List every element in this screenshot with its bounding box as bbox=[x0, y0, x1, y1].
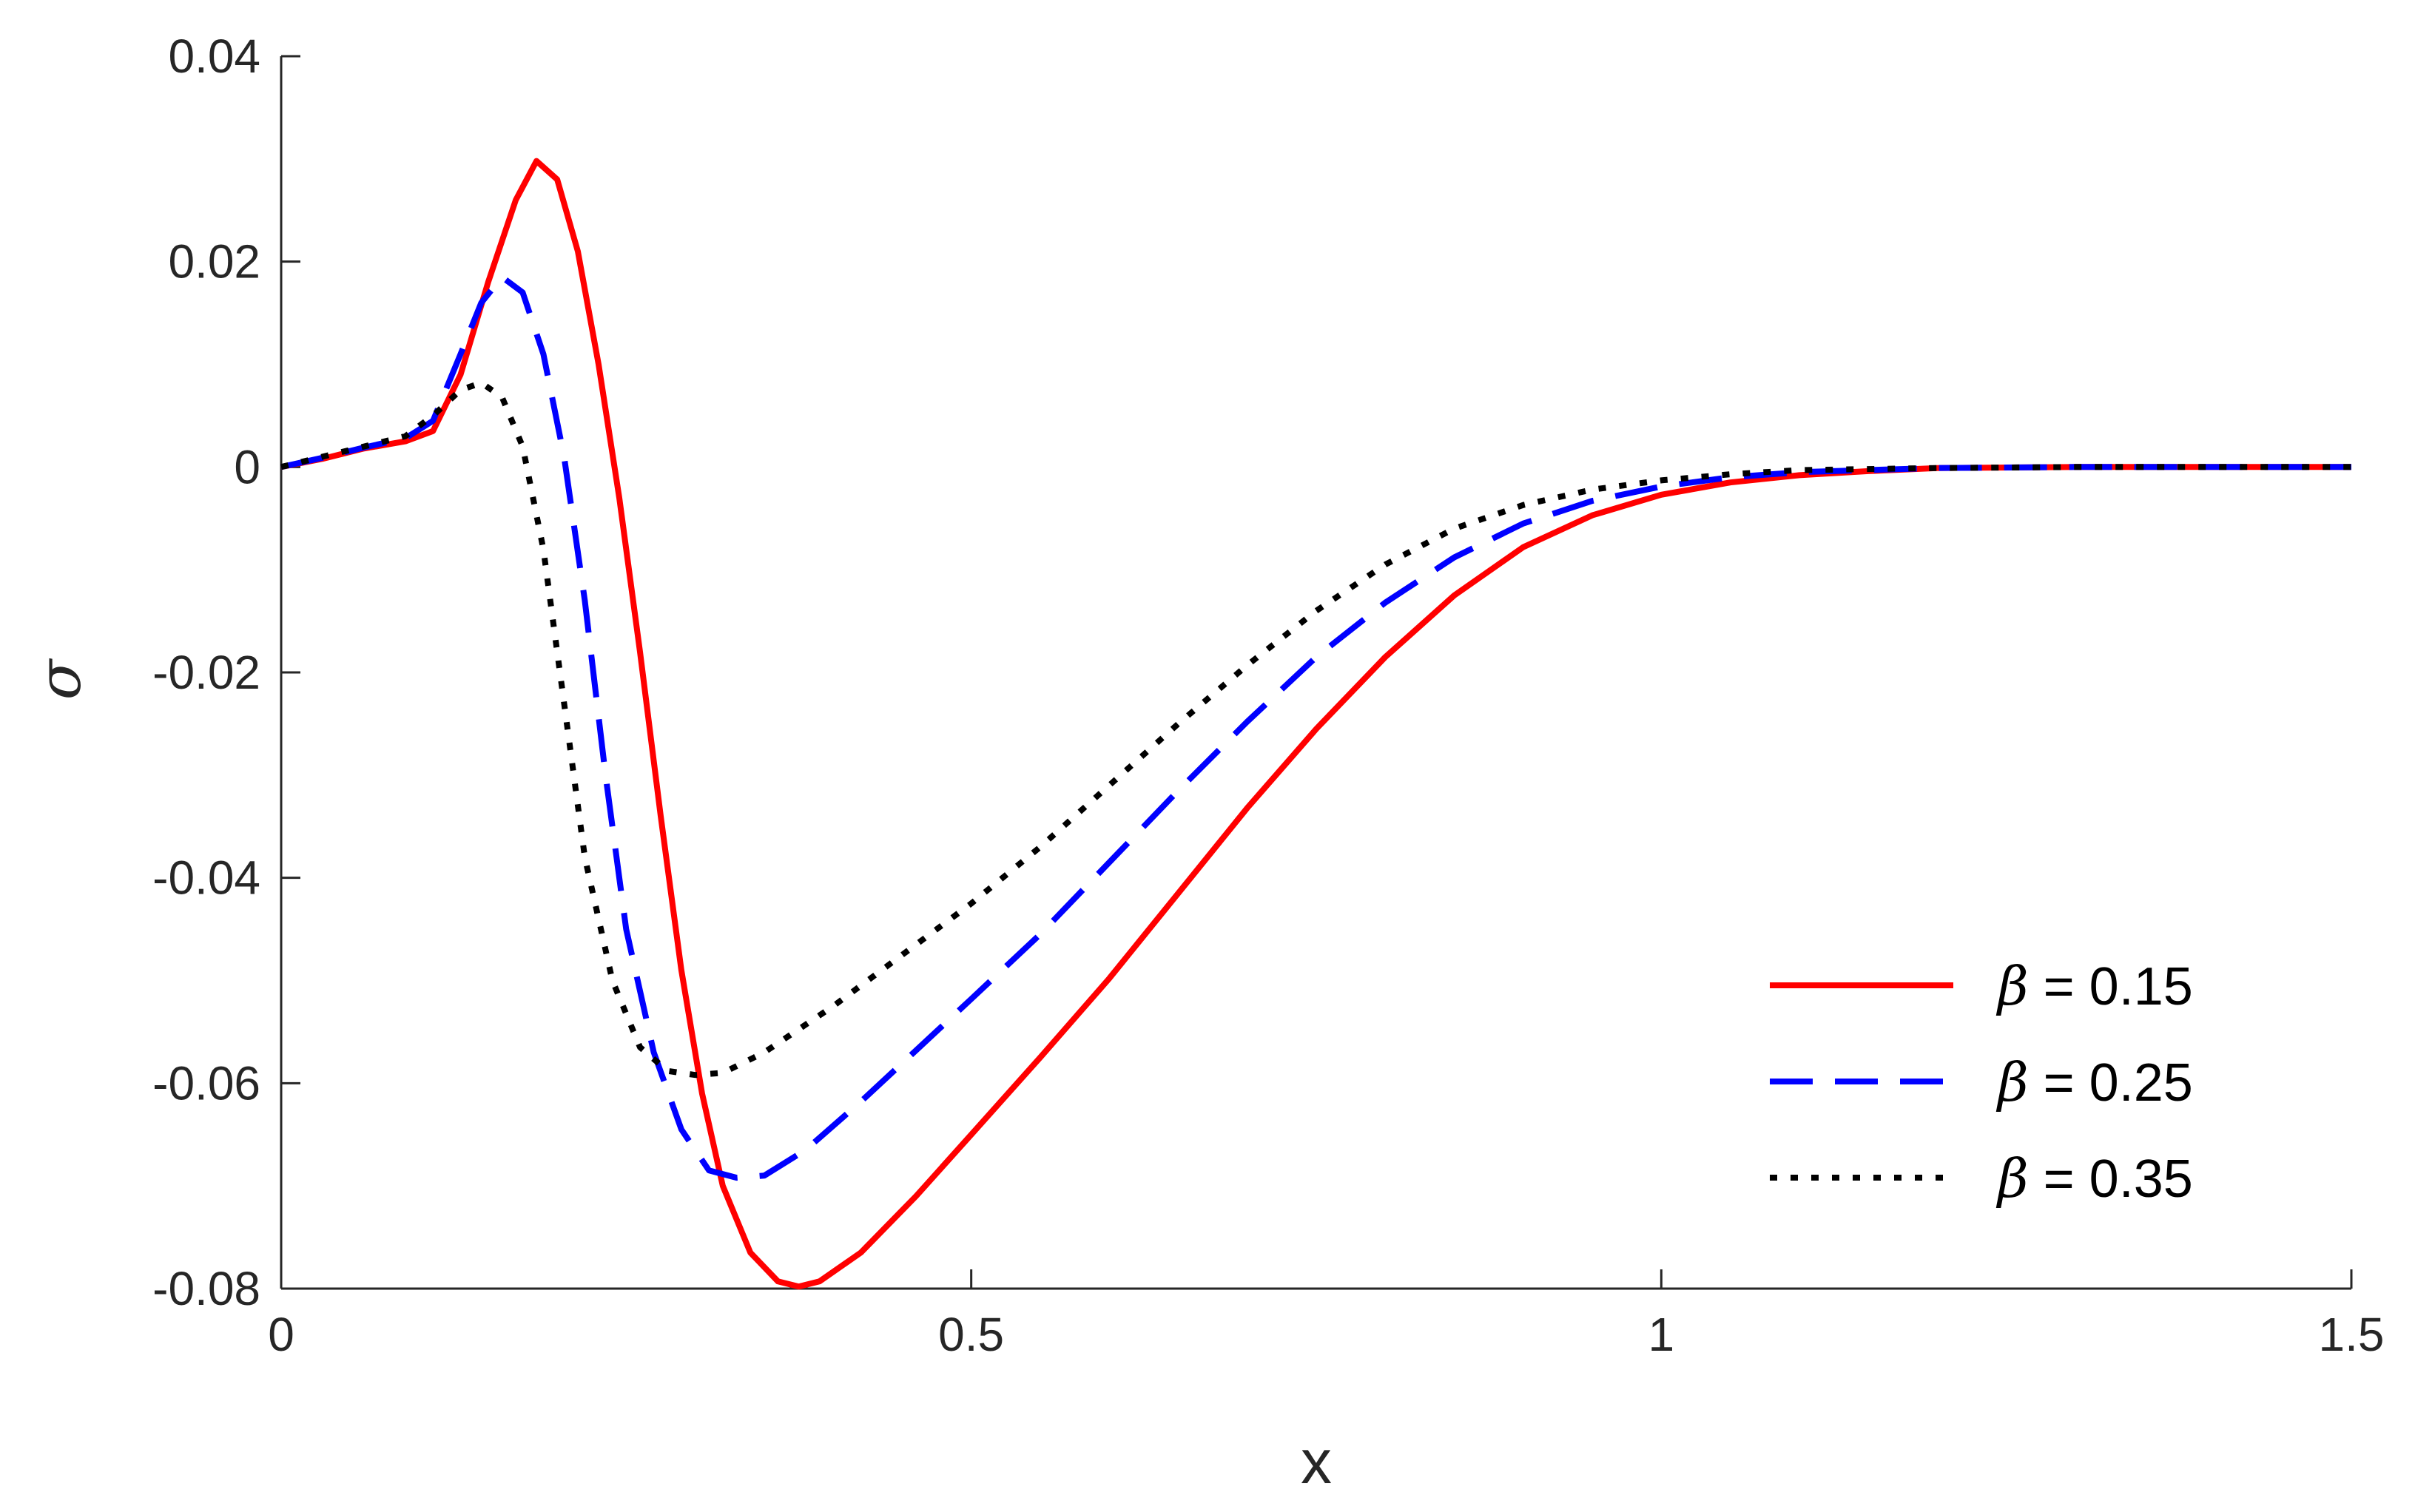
y-tick-label: -0.04 bbox=[152, 851, 260, 905]
x-tick-label: 0 bbox=[268, 1308, 294, 1361]
legend-label-3: β = 0.35 bbox=[1995, 1147, 2193, 1209]
series-layer bbox=[280, 158, 2351, 1290]
axes: 0 0.5 1 1.5 0.04 0.02 0 -0.02 -0.04 -0.06 -0.08 bbox=[152, 30, 2384, 1361]
x-tick-label: 1 bbox=[1648, 1308, 1675, 1361]
y-tick-label: 0.02 bbox=[168, 235, 260, 288]
series-line-1 bbox=[280, 158, 2351, 1290]
legend-value: = 0.15 bbox=[2029, 957, 2193, 1016]
y-tick-label: -0.02 bbox=[152, 646, 260, 699]
series-line-3 bbox=[280, 379, 2351, 1079]
y-tick-label: 0 bbox=[234, 440, 260, 493]
y-axis-label: σ bbox=[25, 658, 94, 700]
y-tick-label: -0.06 bbox=[152, 1056, 260, 1110]
series-line-2 bbox=[280, 274, 2351, 1181]
legend-label-1: β = 0.15 bbox=[1995, 955, 2193, 1017]
x-tick-label: 0.5 bbox=[938, 1308, 1004, 1361]
legend-symbol: β bbox=[1995, 1051, 2029, 1113]
y-tick-label: -0.08 bbox=[152, 1262, 260, 1315]
y-tick-label: 0.04 bbox=[168, 30, 260, 83]
legend-label-2: β = 0.25 bbox=[1995, 1051, 2193, 1113]
legend-value: = 0.35 bbox=[2029, 1150, 2193, 1209]
legend-value: = 0.25 bbox=[2029, 1053, 2193, 1113]
x-axis-label: x bbox=[1301, 1427, 1332, 1496]
legend-symbol: β bbox=[1995, 955, 2029, 1017]
x-tick-label: 1.5 bbox=[2319, 1308, 2385, 1361]
legend: β = 0.15β = 0.25β = 0.35 bbox=[1770, 955, 2193, 1209]
legend-symbol: β bbox=[1995, 1147, 2029, 1209]
